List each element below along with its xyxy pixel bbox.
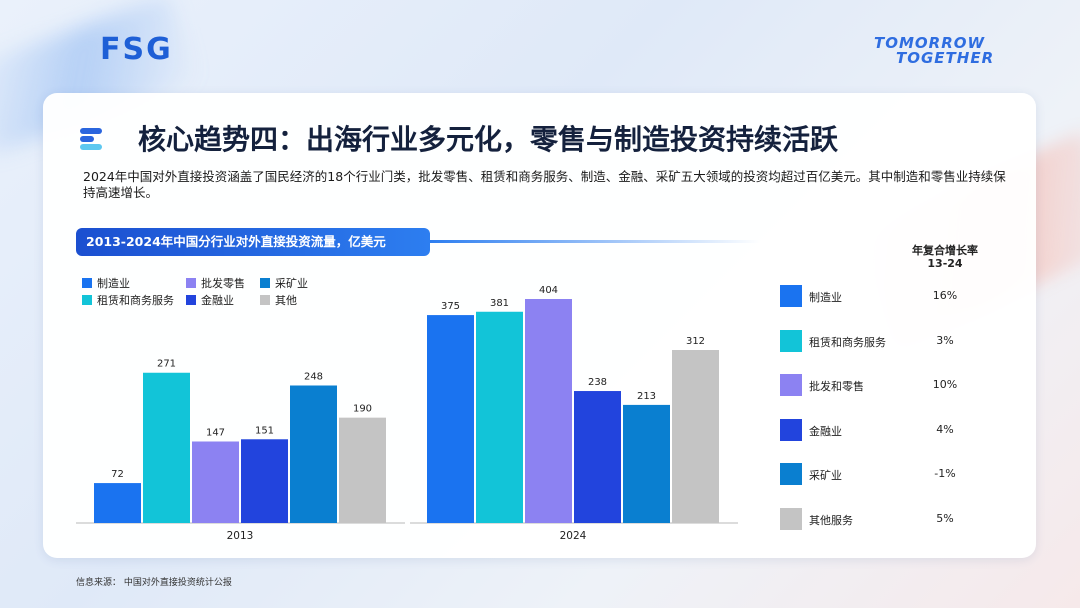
cagr-header: 年复合增长率 13-24 bbox=[890, 244, 1000, 270]
intro-paragraph: 2024年中国对外直接投资涵盖了国民经济的18个行业门类，批发零售、租赁和商务服… bbox=[83, 169, 1006, 200]
cagr-value: -1% bbox=[934, 467, 956, 480]
logo-line-2: TOGETHER bbox=[896, 49, 995, 67]
chart-title-banner: 2013-2024年中国分行业对外直接投资流量，亿美元 bbox=[76, 228, 430, 256]
legend-swatch bbox=[82, 295, 92, 305]
legend-swatch bbox=[186, 295, 196, 305]
legend-swatch bbox=[260, 278, 270, 288]
fsg-logo: FSG bbox=[100, 32, 173, 67]
legend-swatch bbox=[82, 278, 92, 288]
legend-item-manufacturing: 制造业 bbox=[82, 275, 130, 291]
cagr-row-mining: 采矿业 -1% bbox=[780, 463, 1000, 485]
legend-swatch bbox=[186, 278, 196, 288]
cagr-value: 4% bbox=[936, 423, 954, 436]
legend-item-other: 其他 bbox=[260, 292, 297, 308]
cagr-header-period: 13-24 bbox=[927, 257, 963, 270]
cagr-value: 5% bbox=[936, 512, 954, 525]
legend-label: 采矿业 bbox=[275, 277, 308, 290]
logo-line-1: TOMORROW bbox=[874, 34, 986, 52]
legend-label: 租赁和商务服务 bbox=[97, 294, 174, 307]
legend-item-leasing: 租赁和商务服务 bbox=[82, 292, 174, 308]
legend-item-finance: 金融业 bbox=[186, 292, 234, 308]
cagr-swatch bbox=[780, 330, 802, 352]
legend-label: 批发零售 bbox=[201, 277, 245, 290]
cagr-swatch bbox=[780, 419, 802, 441]
content-card bbox=[43, 93, 1036, 558]
cagr-swatch bbox=[780, 463, 802, 485]
legend-label: 金融业 bbox=[201, 294, 234, 307]
cagr-row-wholesale: 批发和零售 10% bbox=[780, 374, 1000, 396]
cagr-swatch bbox=[780, 508, 802, 530]
title-bars-icon bbox=[80, 126, 104, 150]
cagr-header-title: 年复合增长率 bbox=[912, 244, 978, 257]
cagr-swatch bbox=[780, 285, 802, 307]
cagr-row-finance: 金融业 4% bbox=[780, 419, 1000, 441]
cagr-value: 3% bbox=[936, 334, 954, 347]
cagr-label: 其他服务 bbox=[809, 514, 853, 527]
legend-label: 制造业 bbox=[97, 277, 130, 290]
cagr-label: 金融业 bbox=[809, 425, 842, 438]
cagr-swatch bbox=[780, 374, 802, 396]
cagr-row-leasing: 租赁和商务服务 3% bbox=[780, 330, 1000, 352]
cagr-label: 租赁和商务服务 bbox=[809, 336, 886, 349]
page-title: 核心趋势四：出海行业多元化，零售与制造投资持续活跃 bbox=[138, 123, 839, 156]
banner-underline bbox=[430, 240, 760, 243]
legend-swatch bbox=[260, 295, 270, 305]
legend-label: 其他 bbox=[275, 294, 297, 307]
cagr-row-other: 其他服务 5% bbox=[780, 508, 1000, 530]
source-note: 信息来源： 中国对外直接投资统计公报 bbox=[76, 578, 232, 588]
cagr-label: 批发和零售 bbox=[809, 380, 864, 393]
cagr-label: 采矿业 bbox=[809, 469, 842, 482]
legend-item-mining: 采矿业 bbox=[260, 275, 308, 291]
cagr-value: 10% bbox=[932, 378, 958, 391]
cagr-row-manufacturing: 制造业 16% bbox=[780, 285, 1000, 307]
tomorrow-together-logo: TOMORROW TOGETHER bbox=[874, 36, 1024, 66]
cagr-label: 制造业 bbox=[809, 291, 842, 304]
legend-item-wholesale: 批发零售 bbox=[186, 275, 245, 291]
cagr-value: 16% bbox=[932, 289, 958, 302]
